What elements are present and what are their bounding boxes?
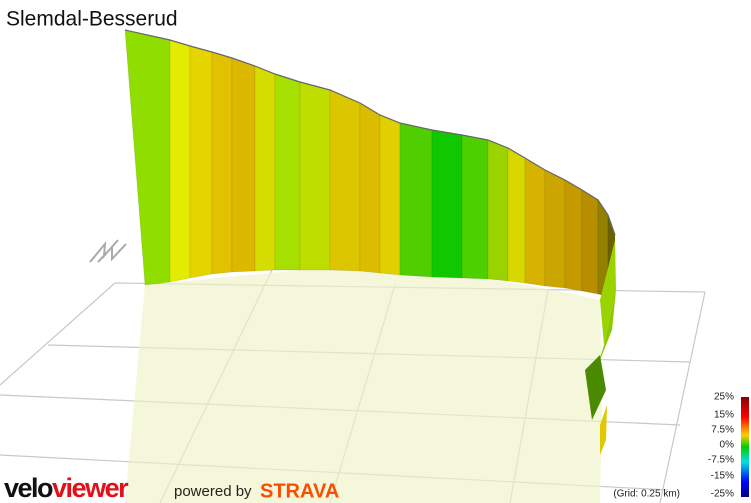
grid-note: (Grid: 0.25 km) bbox=[613, 489, 680, 500]
wall-segment bbox=[231, 57, 256, 273]
scale-label: -25% bbox=[711, 489, 734, 500]
wall-segment bbox=[274, 73, 301, 271]
wall-segment bbox=[254, 65, 276, 272]
wall-segment bbox=[507, 147, 526, 284]
wall-segment bbox=[211, 51, 233, 275]
strava-logo: STRAVA bbox=[260, 480, 339, 502]
logo-part: velo bbox=[4, 473, 53, 503]
logo-part: viewer bbox=[52, 473, 129, 503]
wall-segment bbox=[329, 89, 361, 272]
scale-label: 15% bbox=[714, 410, 734, 421]
wall-segment bbox=[299, 81, 331, 271]
wall-segment bbox=[399, 122, 433, 278]
reflection bbox=[125, 269, 602, 503]
profile-wall bbox=[124, 29, 616, 301]
wall-segment bbox=[461, 134, 489, 280]
wall-segment bbox=[431, 129, 463, 279]
title: Slemdal-Besserud bbox=[6, 8, 178, 31]
wall-segment bbox=[379, 114, 401, 276]
wall-segment bbox=[189, 45, 213, 279]
powered-by: powered by bbox=[174, 483, 252, 500]
wall-segment bbox=[124, 29, 171, 286]
wall-segment bbox=[169, 39, 191, 283]
wall-segment bbox=[359, 102, 381, 274]
scale-label: -15% bbox=[711, 471, 734, 482]
scale-label: 7.5% bbox=[711, 425, 734, 436]
descent-tail bbox=[124, 29, 616, 455]
scale-label: -7.5% bbox=[708, 455, 734, 466]
wall-segment bbox=[487, 139, 509, 282]
scale-label: 25% bbox=[714, 392, 734, 403]
wall-segment bbox=[564, 179, 583, 292]
color-scale bbox=[741, 397, 749, 497]
scale-label: 0% bbox=[720, 440, 735, 451]
wall-segment bbox=[524, 157, 546, 287]
wall-segment bbox=[581, 189, 599, 295]
wall-segment bbox=[544, 169, 566, 289]
logo: veloviewer bbox=[4, 473, 129, 503]
